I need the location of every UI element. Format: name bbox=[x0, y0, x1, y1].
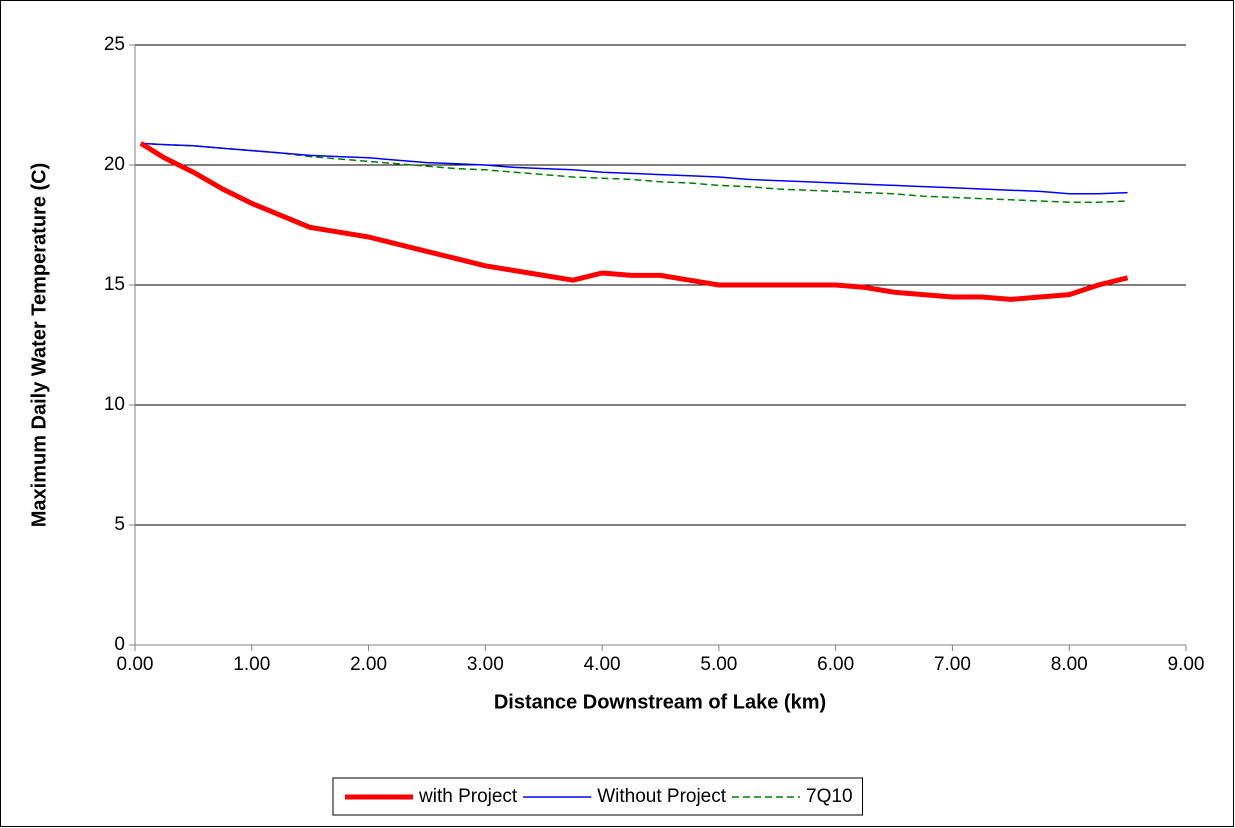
legend: with Project Without Project 7Q10 bbox=[332, 777, 864, 816]
x-tick-label: 9.00 bbox=[1168, 654, 1205, 675]
x-tick-label: 5.00 bbox=[700, 654, 737, 675]
x-tick-label: 4.00 bbox=[584, 654, 621, 675]
y-tick-label: 5 bbox=[114, 514, 125, 535]
x-tick-label: 7.00 bbox=[934, 654, 971, 675]
x-tick-label: 0.00 bbox=[117, 654, 154, 675]
x-tick-label: 6.00 bbox=[817, 654, 854, 675]
data-line bbox=[140, 142, 1128, 195]
x-tick-label: 3.00 bbox=[467, 654, 504, 675]
x-tick-label: 2.00 bbox=[350, 654, 387, 675]
legend-box bbox=[332, 777, 864, 816]
legend-label: 7Q10 bbox=[806, 786, 852, 807]
x-tick-label: 1.00 bbox=[233, 654, 270, 675]
y-tick-label: 25 bbox=[104, 34, 125, 55]
x-tick-label: 8.00 bbox=[1051, 654, 1088, 675]
x-axis-title: Distance Downstream of Lake (km) bbox=[494, 691, 826, 713]
y-tick-label: 20 bbox=[104, 154, 125, 175]
legend-label: with Project bbox=[418, 786, 518, 807]
y-tick-label: 15 bbox=[104, 274, 125, 295]
y-tick-label: 10 bbox=[104, 394, 125, 415]
data-line bbox=[139, 141, 1129, 302]
y-axis-title: Maximum Daily Water Temperature (C) bbox=[28, 163, 50, 528]
legend-label: Without Project bbox=[597, 786, 727, 807]
y-tick-label: 0 bbox=[114, 634, 125, 655]
data-line bbox=[140, 142, 1128, 203]
